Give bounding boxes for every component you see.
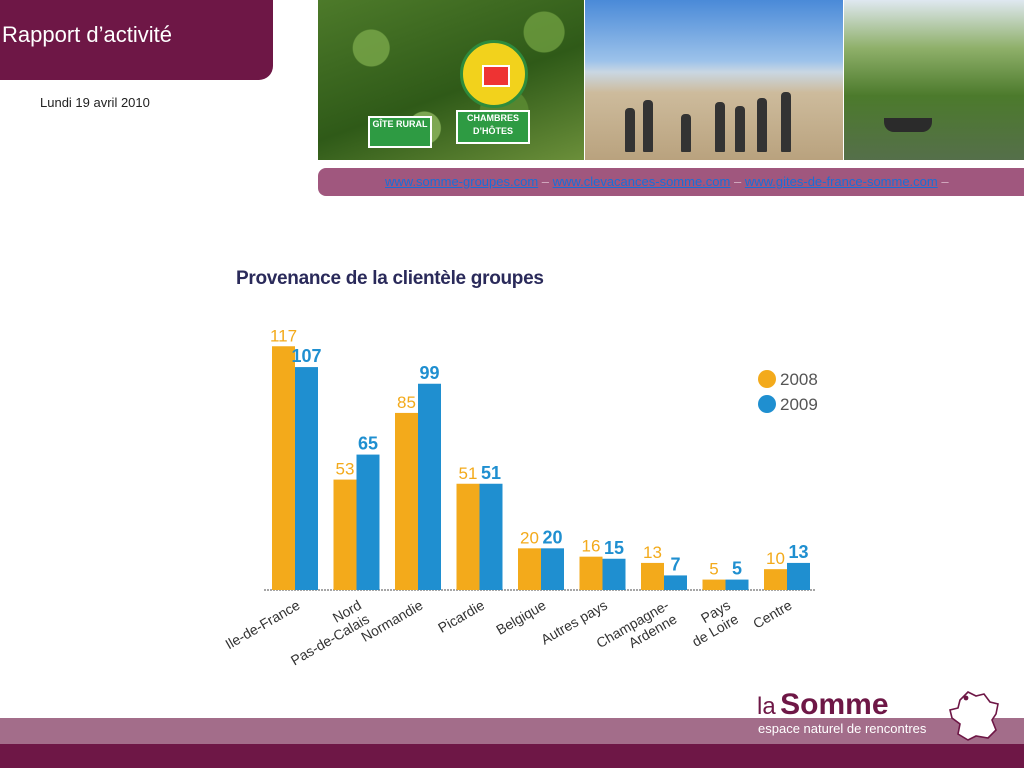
- data-label-2009-3: 51: [481, 463, 501, 483]
- category-label-3: Picardie: [435, 597, 487, 636]
- brand-tagline: espace naturel de rencontres: [758, 721, 927, 736]
- gites-de-france-logo: [460, 40, 528, 108]
- bar-2009-1: [356, 454, 380, 590]
- data-label-2008-8: 10: [766, 549, 785, 568]
- category-label-7: Paysde Loire: [681, 597, 741, 650]
- website-links: www.somme-groupes.com – www.clevacances-…: [385, 174, 949, 189]
- chart-title: Provenance de la clientèle groupes: [236, 268, 544, 289]
- bar-2008-2: [395, 412, 418, 590]
- data-label-2009-6: 7: [670, 554, 680, 574]
- legend-label-2009: 2009: [780, 395, 818, 414]
- title-tab: Rapport d’activité: [0, 0, 273, 80]
- data-label-2009-4: 20: [542, 527, 562, 547]
- bar-2008-6: [641, 562, 664, 590]
- brand-somme: Somme: [780, 688, 889, 721]
- data-label-2008-2: 85: [397, 393, 416, 412]
- photo-beach-group: [585, 0, 843, 160]
- data-label-2008-3: 51: [459, 464, 478, 483]
- report-date: Lundi 19 avril 2010: [40, 95, 150, 110]
- bar-2008-4: [518, 548, 541, 590]
- link-clevacances[interactable]: www.clevacances-somme.com: [552, 174, 731, 189]
- data-label-2009-5: 15: [604, 538, 624, 558]
- data-label-2009-2: 99: [419, 363, 439, 383]
- data-label-2008-1: 53: [336, 460, 355, 479]
- bar-2009-4: [541, 548, 564, 590]
- bar-2009-5: [602, 558, 626, 590]
- data-label-2008-0: 117: [270, 326, 297, 345]
- category-label-8: Centre: [750, 597, 795, 632]
- bar-2008-3: [456, 483, 480, 590]
- photo-river-boat: [844, 0, 1024, 160]
- legend-label-2008: 2008: [780, 370, 818, 389]
- photo-banner: GÎTE RURAL CHAMBRES D’HÔTES: [318, 0, 1024, 160]
- data-label-2008-6: 13: [643, 543, 662, 562]
- link-separator: –: [941, 174, 949, 189]
- link-bar: [318, 168, 1024, 196]
- bar-2008-1: [333, 479, 357, 590]
- link-somme-groupes[interactable]: www.somme-groupes.com: [385, 174, 539, 189]
- legend-marker-2008: [758, 370, 776, 388]
- bar-2009-2: [418, 383, 441, 590]
- legend-marker-2009: [758, 395, 776, 413]
- photo-gites-sign: GÎTE RURAL CHAMBRES D’HÔTES: [318, 0, 584, 160]
- data-label-2008-4: 20: [520, 528, 539, 547]
- link-separator: –: [541, 174, 550, 189]
- data-label-2009-1: 65: [358, 434, 378, 454]
- sign-chambres-hotes: CHAMBRES D’HÔTES: [456, 110, 530, 144]
- category-label-0: Ile-de-France: [222, 597, 302, 653]
- bar-2009-8: [787, 562, 810, 590]
- bar-2008-7: [702, 579, 726, 590]
- bar-2008-5: [579, 556, 603, 590]
- bar-2009-0: [295, 367, 318, 590]
- bar-chart: 117107Ile-de-France5365NordPas-de-Calais…: [222, 326, 818, 668]
- data-label-2009-0: 107: [291, 346, 321, 366]
- bar-2008-0: [272, 346, 295, 590]
- footer-band: [0, 718, 1024, 744]
- data-label-2009-8: 13: [788, 542, 808, 562]
- data-label-2008-7: 5: [709, 560, 718, 579]
- france-map-icon: [949, 691, 999, 741]
- sign-gite-rural: GÎTE RURAL: [368, 116, 432, 148]
- bar-2009-6: [664, 575, 687, 590]
- bar-2008-8: [764, 569, 787, 590]
- data-label-2008-5: 16: [582, 537, 601, 556]
- link-separator: –: [733, 174, 742, 189]
- brand-logo: la Somme: [757, 688, 889, 722]
- link-gites-de-france[interactable]: www.gites-de-france-somme.com: [744, 174, 938, 189]
- footer-bar: [0, 744, 1024, 768]
- bar-2009-3: [479, 483, 503, 590]
- bar-2009-7: [725, 579, 749, 590]
- page-title: Rapport d’activité: [2, 22, 172, 47]
- data-label-2009-7: 5: [732, 559, 742, 579]
- brand-la: la: [757, 693, 776, 720]
